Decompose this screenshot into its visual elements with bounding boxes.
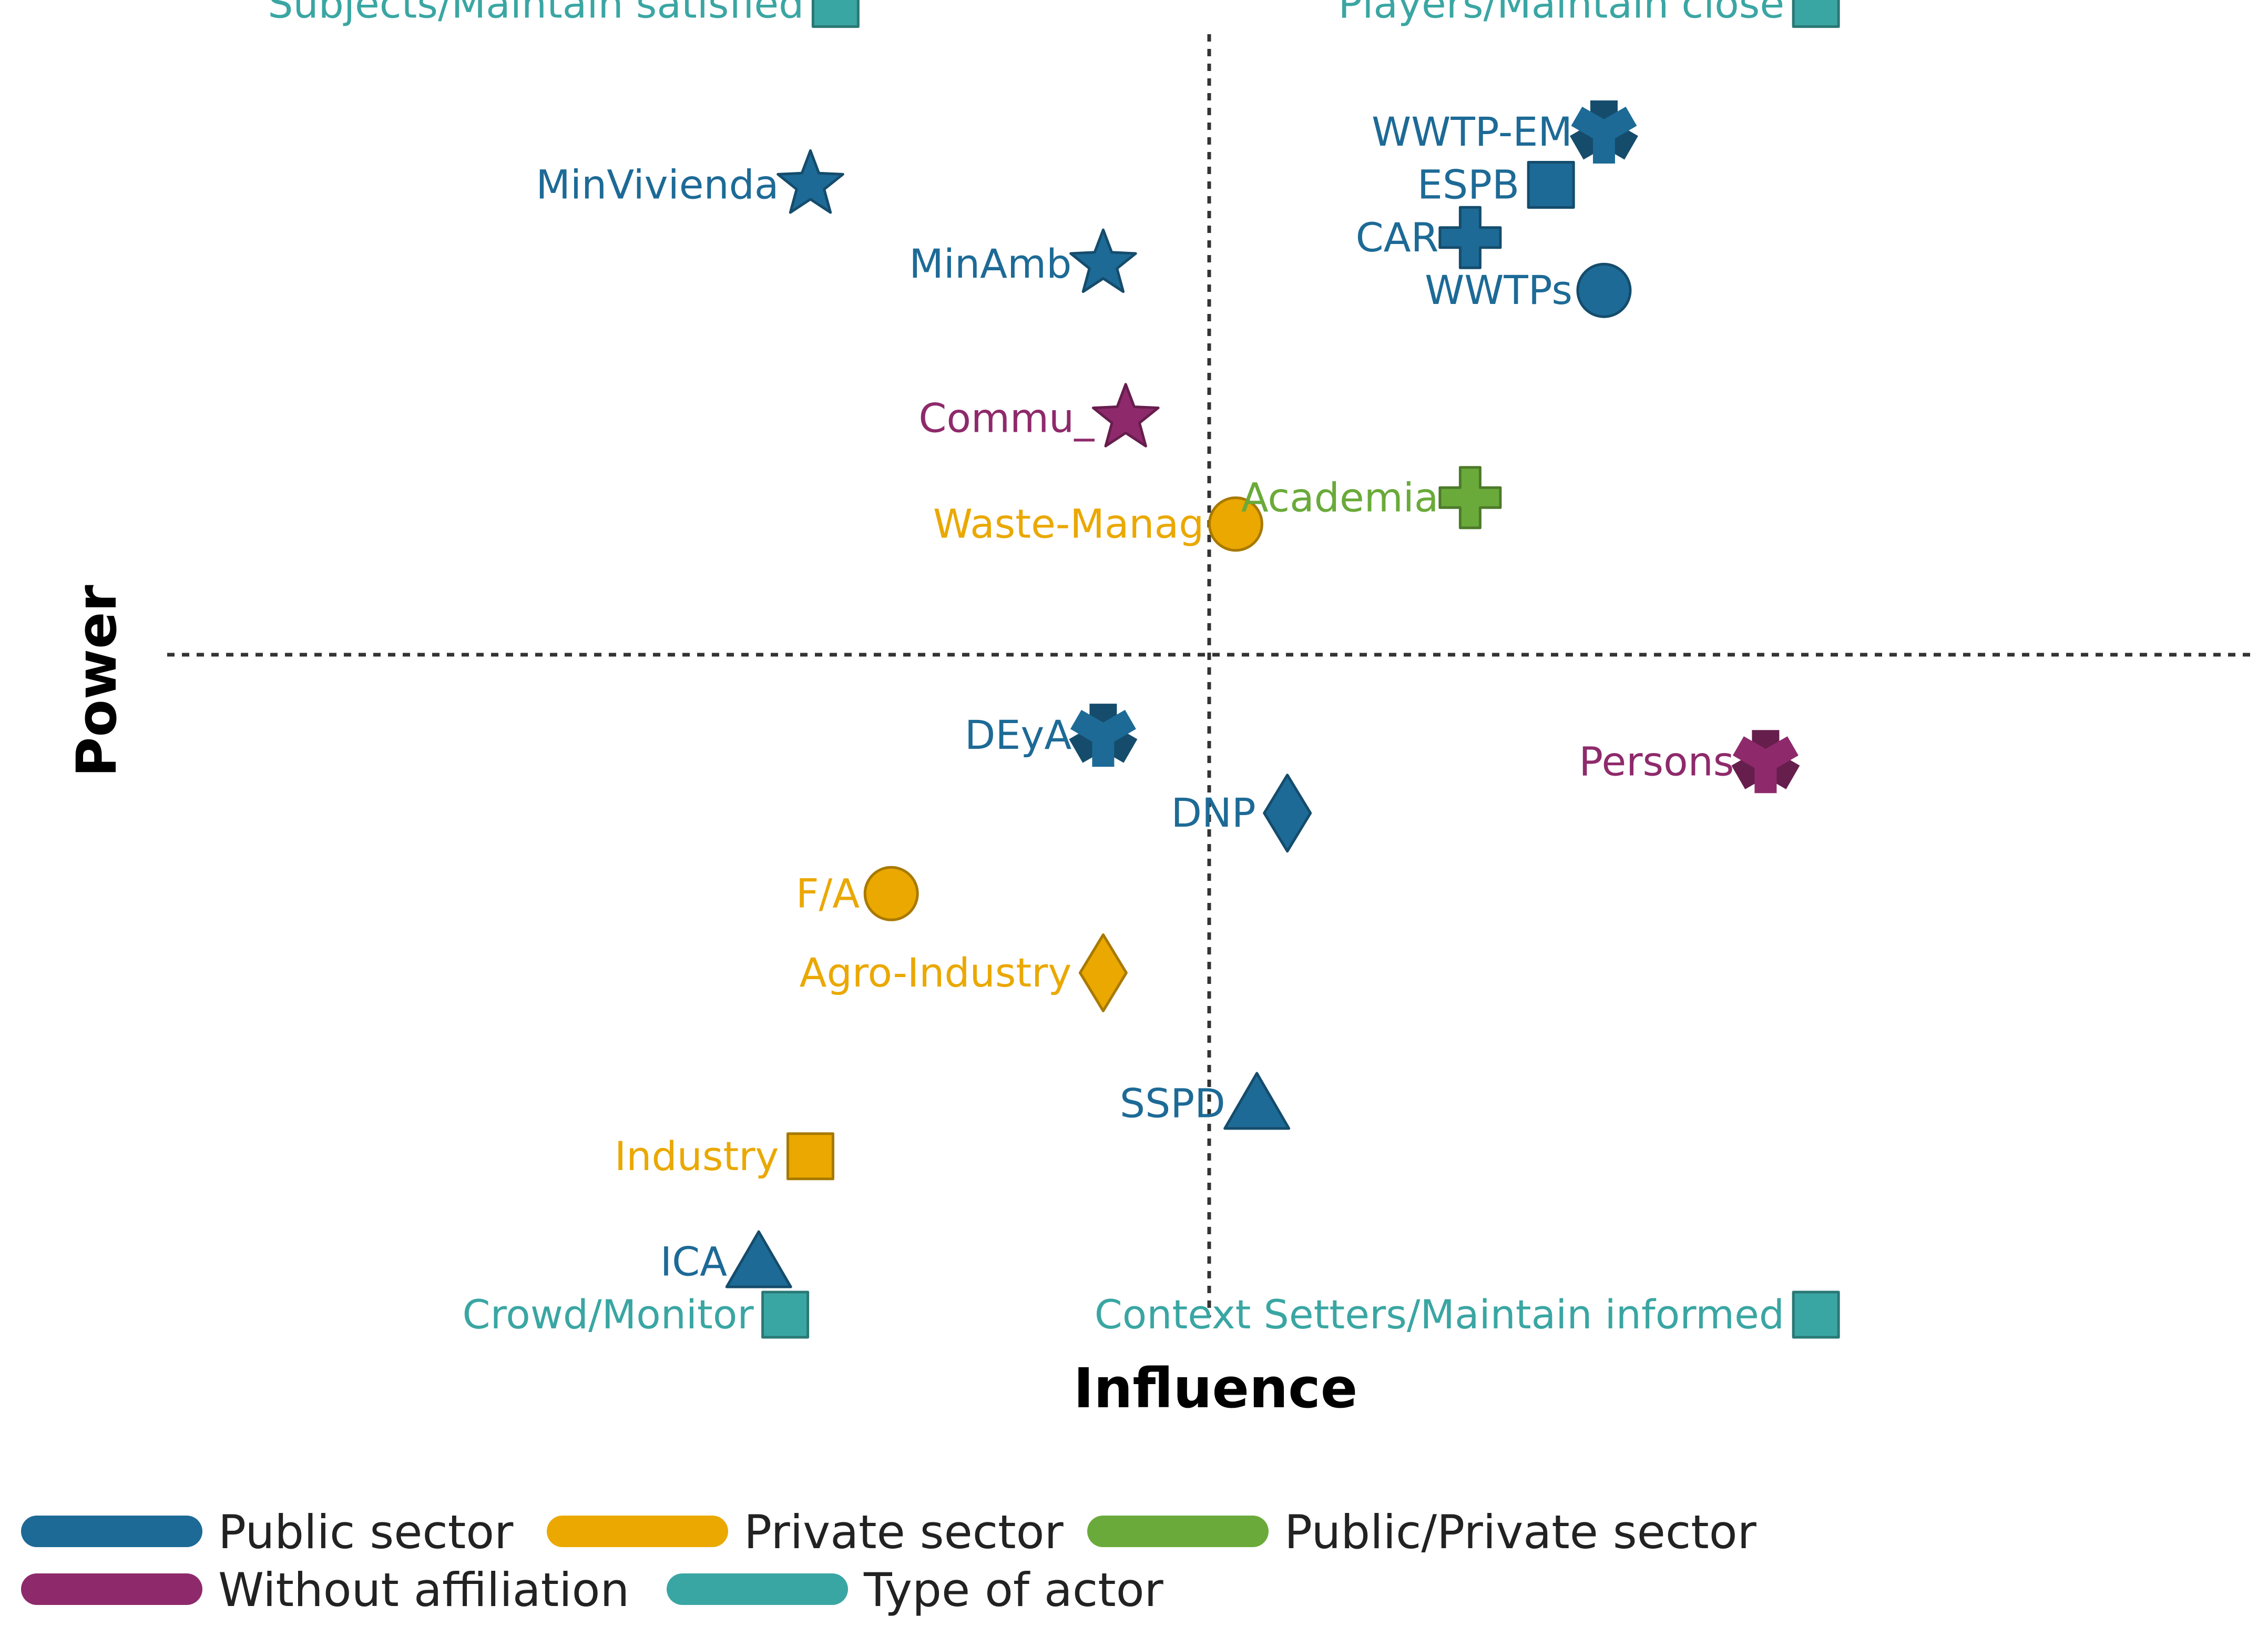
point-academia-marker <box>1438 466 1502 530</box>
point-f-a-label: F/A <box>796 870 860 917</box>
series-2: Academia <box>1241 466 1502 530</box>
point-academia-label: Academia <box>1241 474 1439 521</box>
point-dnp-marker <box>1263 774 1312 853</box>
point-industry-label: Industry <box>615 1133 779 1180</box>
point-waste-manag-label: Waste-Manag <box>933 501 1204 547</box>
point-espb-label: ESPB <box>1417 161 1519 208</box>
point-subjects-maintain-satisfied-marker <box>811 0 860 28</box>
point-persons-marker <box>1732 736 1799 794</box>
legend-label: Public/Private sector <box>1284 1505 1757 1559</box>
point-minamb-marker <box>1069 228 1137 293</box>
point-espb-marker <box>1527 160 1575 209</box>
point-agro-industry-label: Agro-Industry <box>800 949 1072 996</box>
point-commu--marker <box>1091 383 1160 448</box>
legend-label: Public sector <box>218 1505 514 1559</box>
point-f-a-marker <box>863 866 919 921</box>
point-waste-manag-marker <box>1208 496 1263 552</box>
quadrant-dividers <box>167 34 2255 1317</box>
point-commu--label: Commu_ <box>918 395 1095 442</box>
point-deya-label: DEyA <box>965 712 1072 758</box>
legend-swatch <box>21 1516 202 1547</box>
point-context-setters-maintain-informed-marker <box>1792 1290 1840 1339</box>
series-3: Commu_ Persons <box>918 383 1800 794</box>
plot-points: MinVivienda MinAmb WWTP-EM ESPB CAR WWTPs DEyA… <box>268 0 1840 1339</box>
point-persons-marker-hub <box>1754 750 1777 774</box>
point-persons-label: Persons <box>1579 738 1734 785</box>
legend-label: Type of actor <box>863 1563 1164 1617</box>
point-players-maintain-close-label: Players/Maintain close <box>1338 0 1784 27</box>
legend-swatch <box>547 1516 728 1547</box>
point-crowd-monitor-marker <box>761 1290 810 1339</box>
legend-item-0: Public sector <box>21 1505 514 1559</box>
legend-swatch <box>667 1573 848 1605</box>
point-agro-industry-marker <box>1078 933 1128 1012</box>
point-ica-marker <box>725 1230 792 1288</box>
legend-label: Private sector <box>744 1505 1064 1559</box>
legend-swatch <box>21 1573 202 1605</box>
point-wwtp-em-marker-hub <box>1592 120 1616 144</box>
point-car-marker <box>1438 206 1502 269</box>
point-wwtps-marker <box>1576 262 1632 318</box>
legend: Public sector Private sector Public/Privat… <box>21 1505 1757 1617</box>
point-players-maintain-close-marker <box>1792 0 1840 28</box>
legend-item-4: Type of actor <box>667 1563 1164 1617</box>
point-minvivienda-marker <box>777 149 844 214</box>
legend-item-2: Public/Private sector <box>1087 1505 1757 1559</box>
point-subjects-maintain-satisfied-label: Subjects/Maintain satisfied <box>268 0 804 27</box>
series-4: Subjects/Maintain satisfied Players/Maint… <box>268 0 1840 1339</box>
point-minvivienda-label: MinVivienda <box>536 161 779 208</box>
point-deya-marker-hub <box>1091 724 1115 747</box>
legend-item-1: Private sector <box>547 1505 1064 1559</box>
legend-label: Without affiliation <box>218 1563 629 1617</box>
point-minamb-label: MinAmb <box>909 240 1071 287</box>
point-car-label: CAR <box>1356 214 1439 261</box>
point-dnp-label: DNP <box>1171 789 1255 836</box>
legend-item-3: Without affiliation <box>21 1563 629 1617</box>
point-industry-marker <box>786 1132 834 1181</box>
legend-swatch <box>1087 1516 1269 1547</box>
point-wwtp-em-marker <box>1571 106 1637 164</box>
point-sspd-label: SSPD <box>1120 1080 1225 1126</box>
y-axis-title: Power <box>65 585 129 777</box>
series-0: MinVivienda MinAmb WWTP-EM ESPB CAR WWTPs DEyA… <box>536 100 1638 1288</box>
point-sspd-marker <box>1223 1072 1291 1130</box>
x-axis-title: Influence <box>1074 1356 1358 1420</box>
point-wwtp-em-label: WWTP-EM <box>1372 108 1572 155</box>
point-ica-label: ICA <box>660 1238 727 1285</box>
point-crowd-monitor-label: Crowd/Monitor <box>463 1291 754 1338</box>
point-context-setters-maintain-informed-label: Context Setters/Maintain informed <box>1095 1291 1784 1338</box>
point-wwtps-label: WWTPs <box>1425 267 1572 313</box>
point-deya-marker <box>1070 709 1136 767</box>
series-1: Waste-Manag F/A Agro-Industry Industry <box>615 496 1263 1181</box>
